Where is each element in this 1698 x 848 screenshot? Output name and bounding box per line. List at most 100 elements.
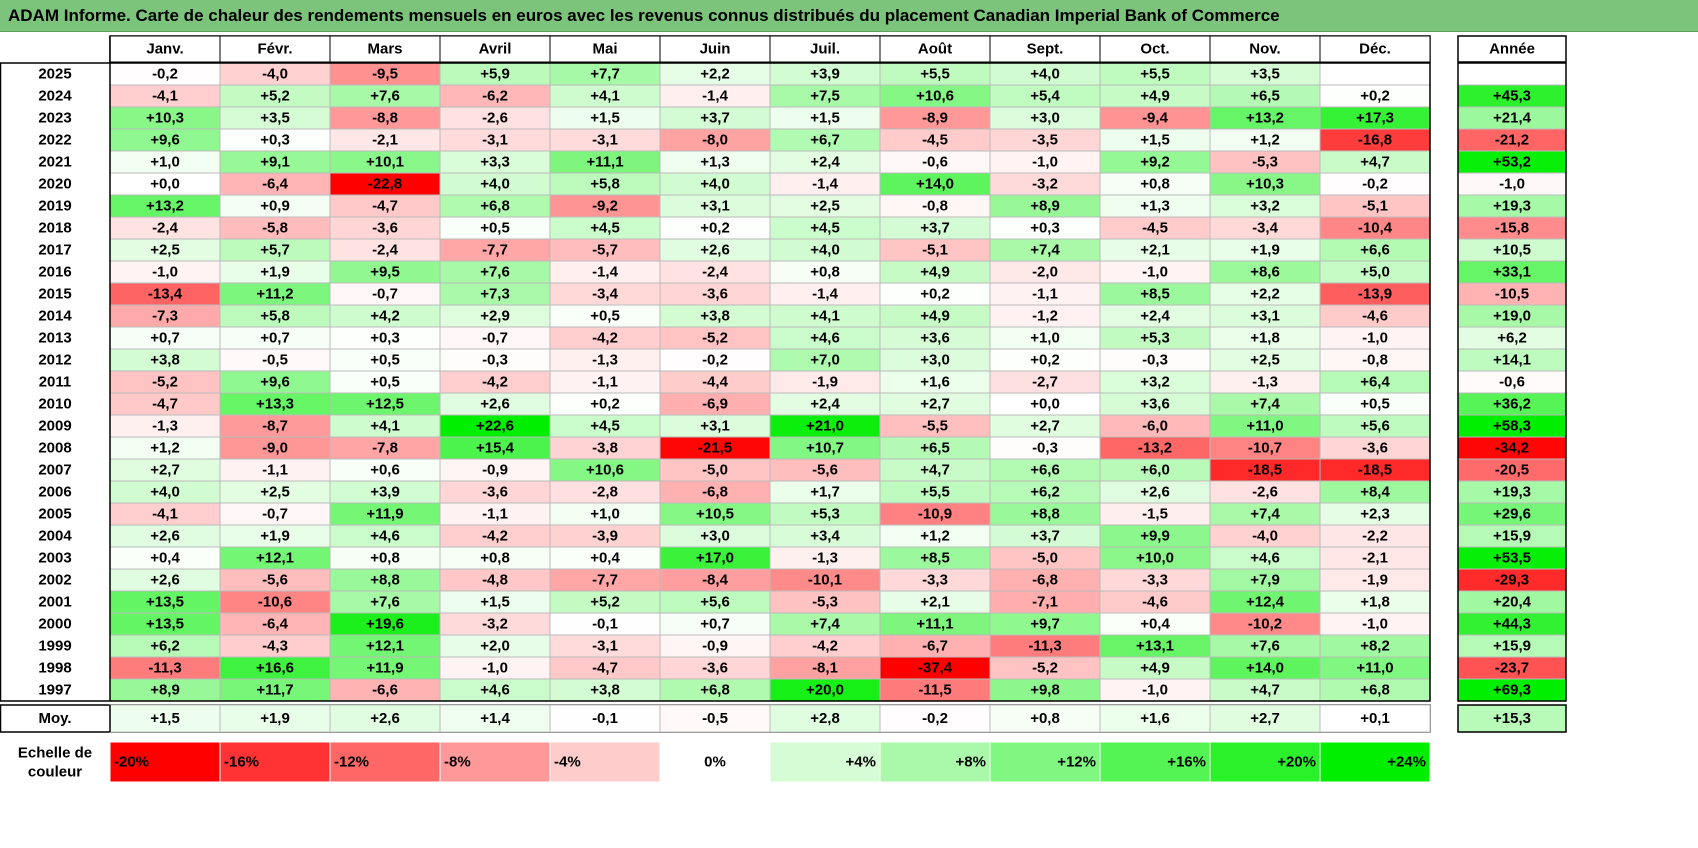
scale-label: -12% [334,754,369,771]
annual-value: -34,2 [1495,440,1529,457]
average-cell [549,704,661,733]
cell-value: +7,4 [810,616,840,633]
month-header-label: Nov. [1249,41,1280,58]
cell-value: +2,6 [150,572,180,589]
cell-value: +1,2 [150,440,180,457]
cell-value: -16,8 [1358,132,1392,149]
month-header-label: Juin [700,41,731,58]
month-header-cell [659,35,771,63]
cell-value: +0,5 [370,374,400,391]
scale-label: 0% [704,754,726,771]
cell-value: -0,7 [372,286,398,303]
cell-value: +4,6 [480,682,510,699]
cell-value: +7,4 [1250,506,1280,523]
cell-value: +2,5 [260,484,290,501]
annual-value: +19,0 [1493,308,1531,325]
cell-value: -13,4 [148,286,183,303]
cell-value: -0,3 [1032,440,1058,457]
average-value: +1,5 [150,710,180,727]
average-cell [219,704,331,733]
cell-value: +10,0 [1136,550,1174,567]
cell-value: -0,1 [592,616,618,633]
cell-value: +2,5 [1250,352,1280,369]
annual-value: +10,5 [1493,242,1531,259]
annual-value: +58,3 [1493,418,1531,435]
cell-value: -3,4 [1252,220,1279,237]
cell-value: -0,9 [482,462,508,479]
cell-value: -3,3 [1142,572,1168,589]
cell-value: -7,7 [592,572,618,589]
month-header-label: Août [918,41,952,58]
cell-value: +9,6 [150,132,180,149]
cell-value: +3,0 [1030,110,1060,127]
cell-value: +12,1 [366,638,404,655]
cell-value: +3,5 [260,110,290,127]
cell-value: +11,7 [256,682,293,699]
cell-value: +0,2 [920,286,950,303]
cell-value: -1,1 [262,462,288,479]
cell-value: -3,2 [1032,176,1058,193]
scale-swatch [329,741,441,783]
cell-value: -7,1 [1032,594,1058,611]
cell-value: +3,5 [1250,66,1280,83]
cell-value: +4,0 [1030,66,1060,83]
cell-value: -2,6 [1252,484,1278,501]
cell-value: +7,9 [1250,572,1280,589]
cell-value: -22,8 [368,176,402,193]
cell-value: +0,0 [1030,396,1060,413]
cell-value: -21,5 [698,440,732,457]
cell-value: +4,6 [1250,550,1280,567]
cell-value: -1,4 [812,176,839,193]
cell-value: +16,6 [256,660,294,677]
scale-label-line1: Echelle de [18,745,92,762]
cell-value: -3,5 [1032,132,1058,149]
cell-value: +12,4 [1246,594,1285,611]
cell-value: -4,7 [152,396,178,413]
year-label: 2003 [38,550,71,567]
cell-value: +11,0 [1246,418,1283,435]
cell-value: -1,0 [1032,154,1058,171]
scale-label: -4% [554,754,581,771]
cell-value: +10,1 [366,154,404,171]
cell-value: -3,6 [482,484,508,501]
cell-value: +4,2 [370,308,400,325]
cell-value: +3,6 [920,330,950,347]
cell-value: +5,2 [590,594,620,611]
average-cell [1319,704,1431,733]
annual-value: +15,9 [1493,528,1531,545]
cell-value: +6,5 [920,440,950,457]
average-cell [109,704,221,733]
cell-value: +5,3 [810,506,840,523]
cell-value: +3,7 [920,220,950,237]
cell-value: +0,0 [150,176,180,193]
cell-value: +2,7 [920,396,950,413]
cell-value: +1,0 [1030,330,1060,347]
cell-value: +11,9 [366,506,403,523]
cell-value: +5,3 [1140,330,1170,347]
cell-value: -7,7 [482,242,508,259]
cell-value: -5,2 [1032,660,1058,677]
cell-value: -5,0 [1032,550,1058,567]
scale-swatch [879,741,991,783]
annual-value: +15,9 [1493,638,1531,655]
cell-value: +9,2 [1140,154,1170,171]
scale-label: +4% [846,754,876,771]
cell-value: -3,6 [1362,440,1388,457]
annual-value: +36,2 [1493,396,1531,413]
cell-value: -3,8 [592,440,618,457]
year-label: 2020 [38,176,71,193]
cell-value: +0,2 [700,220,730,237]
month-header-label: Juil. [810,41,840,58]
cell-value: +4,9 [1140,660,1170,677]
cell-value: +2,6 [700,242,730,259]
cell-value: +3,7 [700,110,730,127]
cell-value: -1,5 [1142,506,1168,523]
cell-value: +3,0 [920,352,950,369]
cell-value: -1,4 [702,88,729,105]
cell-value: +0,3 [370,330,400,347]
cell-value: -7,3 [152,308,178,325]
cell-value: +3,2 [1250,198,1280,215]
cell-value: +6,6 [1030,462,1060,479]
year-label: 2001 [38,594,71,611]
cell-value: -0,8 [1362,352,1388,369]
